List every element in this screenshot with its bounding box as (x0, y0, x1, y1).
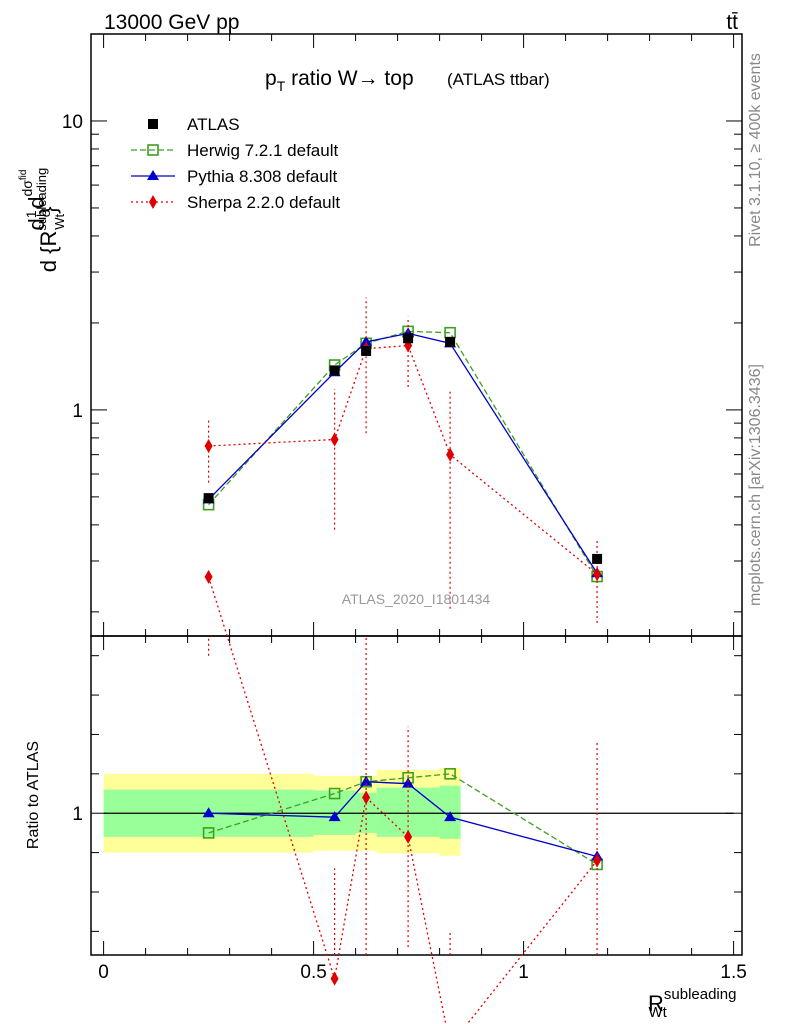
title-main: p (265, 67, 277, 90)
ratio-point (444, 768, 456, 780)
y-axis-label-denominator: d {Rsubleading Wt} (34, 168, 67, 272)
data-point (204, 439, 213, 454)
ratio-point (202, 827, 215, 839)
ratio-point (202, 807, 215, 818)
x-tick-label: 1.5 (720, 962, 746, 983)
x-tick-label: 1 (518, 962, 529, 983)
rivet-label: Rivet 3.1.10, ≥ 400k events (747, 53, 764, 247)
ratio-point (360, 775, 373, 786)
data-point (330, 432, 339, 447)
uncertainty-band-inner (376, 787, 440, 837)
data-point (360, 335, 373, 346)
main-panel: 1 10 (62, 33, 743, 637)
data-point (403, 333, 414, 344)
legend-label: Sherpa 2.2.0 default (187, 193, 340, 212)
data-point (203, 493, 214, 504)
x-axis-label-main: R (648, 991, 664, 1016)
ratio-point (362, 790, 371, 805)
x-axis-label: Rsubleading Wt (648, 986, 736, 1021)
ratio-series-line (208, 773, 598, 865)
series-line (208, 330, 598, 577)
ratio-point (204, 569, 213, 584)
data-point (592, 553, 603, 564)
x-tick-label: 0.5 (300, 962, 326, 983)
data-point (361, 345, 372, 356)
ratio-panel: 0 0.5 1 1.5 1 (72, 569, 747, 1024)
legend-label: Pythia 8.308 default (187, 167, 338, 186)
title-subscript: T (277, 78, 286, 94)
ratio-point (330, 971, 339, 986)
x-axis-label-sup: subleading (664, 986, 737, 1003)
legend-marker (147, 144, 159, 156)
header-left-label: 13000 GeV pp (104, 11, 239, 34)
ratio-point (444, 811, 457, 822)
analysis-watermark: ATLAS_2020_I1801434 (342, 591, 491, 607)
data-point (593, 567, 602, 582)
data-point (329, 365, 340, 376)
ratio-y-tick-label: 1 (72, 804, 83, 825)
legend-label: Herwig 7.2.1 default (187, 141, 338, 160)
legend-marker (148, 119, 158, 129)
legend-marker (149, 195, 157, 209)
ratio-point (328, 811, 341, 822)
ratio-point (404, 829, 413, 844)
series-line (208, 344, 598, 575)
legend-marker (147, 170, 159, 180)
ratio-point (593, 853, 602, 868)
ratio-series-line (207, 576, 598, 1024)
series-line (208, 332, 598, 574)
main-y-axis-label: d1σddσfid d {Rsubleading Wt} (18, 168, 67, 272)
header-right-label: tt̄ (726, 11, 738, 34)
ratio-frame (90, 635, 743, 956)
x-axis-label-sub: Wt (648, 1004, 667, 1021)
plot-title: pT ratio W→ top (265, 67, 414, 94)
ratio-point (328, 787, 341, 800)
title-rest: ratio W→ top (285, 67, 413, 90)
legend: ATLAS Herwig 7.2.1 default Pythia 8.308 de… (131, 115, 340, 212)
y-tick-label: 1 (72, 401, 83, 422)
y-tick-label: 10 (62, 112, 83, 133)
x-tick-label: 0 (98, 962, 109, 983)
ratio-series-line (208, 781, 598, 858)
data-point (445, 336, 456, 347)
ratio-y-axis-label: Ratio to ATLAS (25, 741, 42, 849)
plot-title-note: (ATLAS ttbar) (447, 70, 550, 89)
legend-label: ATLAS (187, 115, 240, 134)
data-point (446, 447, 455, 462)
ratio-point (402, 777, 415, 788)
mcplots-label: mcplots.cern.ch [arXiv:1306.3436] (747, 364, 764, 606)
